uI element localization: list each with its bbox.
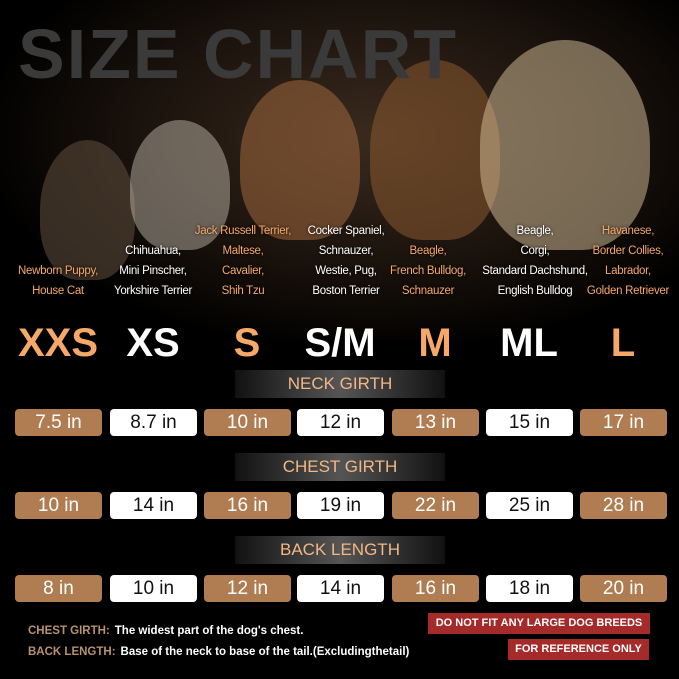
chest-value-box: 22 in	[392, 492, 479, 519]
breed-label: Shih Tzu	[221, 285, 265, 297]
breed-label: French Bulldog,	[389, 265, 467, 277]
note-text: The widest part of the dog's chest.	[114, 625, 304, 637]
breed-label: Westie, Pug,	[315, 265, 377, 277]
breed-label: Corgi,	[520, 245, 550, 257]
neck-value-box: 13 in	[392, 409, 479, 436]
breed-label: House Cat	[32, 285, 84, 297]
back-value-box: 8 in	[15, 575, 102, 602]
breed-label: Cavalier,	[221, 265, 265, 277]
breed-label: Beagle,	[409, 245, 447, 257]
dog-image-yorkie	[40, 140, 135, 280]
dog-image-jack-russell	[130, 120, 230, 250]
back-length-header: BACK LENGTH	[235, 536, 445, 564]
reference-only-warning: FOR REFERENCE ONLY	[508, 639, 649, 660]
dog-image-french-bulldog	[240, 80, 360, 240]
breed-label: Schnauzer	[401, 285, 455, 297]
breed-label: Border Collies,	[592, 245, 664, 257]
neck-value-box: 15 in	[486, 409, 573, 436]
chest-value-box: 25 in	[486, 492, 573, 519]
back-value-box: 20 in	[580, 575, 667, 602]
chest-value-box: 10 in	[15, 492, 102, 519]
large-breed-warning: DO NOT FIT ANY LARGE DOG BREEDS	[428, 613, 650, 634]
neck-value-box: 12 in	[297, 409, 384, 436]
back-value-box: 10 in	[110, 575, 197, 602]
breed-label: Labrador,	[605, 265, 651, 277]
size-label-m: M	[418, 321, 452, 365]
breed-label: Beagle,	[516, 225, 554, 237]
note-key: CHEST GIRTH:	[28, 625, 110, 637]
neck-value-box: 8.7 in	[110, 409, 197, 436]
breed-label: English Bulldog	[497, 285, 573, 297]
size-label-xs: XS	[126, 321, 180, 365]
page-title: SIZE CHART	[18, 15, 458, 93]
breed-label: Schnauzer,	[318, 245, 374, 257]
chest-value-box: 16 in	[204, 492, 291, 519]
chest-girth-note: CHEST GIRTH: The widest part of the dog's…	[28, 625, 303, 637]
back-value-box: 12 in	[204, 575, 291, 602]
breed-label: Boston Terrier	[312, 285, 380, 297]
chest-value-box: 28 in	[580, 492, 667, 519]
size-label-s: S	[233, 321, 261, 365]
chest-girth-header: CHEST GIRTH	[235, 453, 445, 481]
note-key: BACK LENGTH:	[28, 646, 116, 658]
breed-label: Havanese,	[601, 225, 655, 237]
back-value-box: 14 in	[297, 575, 384, 602]
breed-label: Standard Dachshund,	[482, 265, 588, 277]
breed-label: Newborn Puppy,	[18, 265, 98, 277]
back-length-note: BACK LENGTH: Base of the neck to base of …	[28, 646, 409, 658]
size-label-l: L	[610, 321, 636, 365]
breed-label: Maltese,	[222, 245, 264, 257]
dog-image-labrador	[480, 40, 650, 250]
breed-label: Golden Retriever	[586, 285, 670, 297]
back-value-box: 16 in	[392, 575, 479, 602]
breed-label: Yorkshire Terrier	[114, 285, 192, 297]
breed-label: Mini Pinscher,	[119, 265, 187, 277]
breed-label: Jack Russell Terrier,	[194, 225, 292, 237]
breed-label: Chihuahua,	[125, 245, 181, 257]
size-label-s-m: S/M	[304, 321, 376, 365]
neck-value-box: 10 in	[204, 409, 291, 436]
size-label-xxs: XXS	[17, 321, 99, 365]
neck-girth-header: NECK GIRTH	[235, 370, 445, 398]
dog-image-beagle	[370, 60, 500, 240]
breed-label: Cocker Spaniel,	[307, 225, 385, 237]
chest-value-box: 14 in	[110, 492, 197, 519]
neck-value-box: 17 in	[580, 409, 667, 436]
neck-value-box: 7.5 in	[15, 409, 102, 436]
chest-value-box: 19 in	[297, 492, 384, 519]
back-value-box: 18 in	[486, 575, 573, 602]
size-label-ml: ML	[500, 321, 558, 365]
note-text: Base of the neck to base of the tail.(Ex…	[120, 646, 410, 658]
